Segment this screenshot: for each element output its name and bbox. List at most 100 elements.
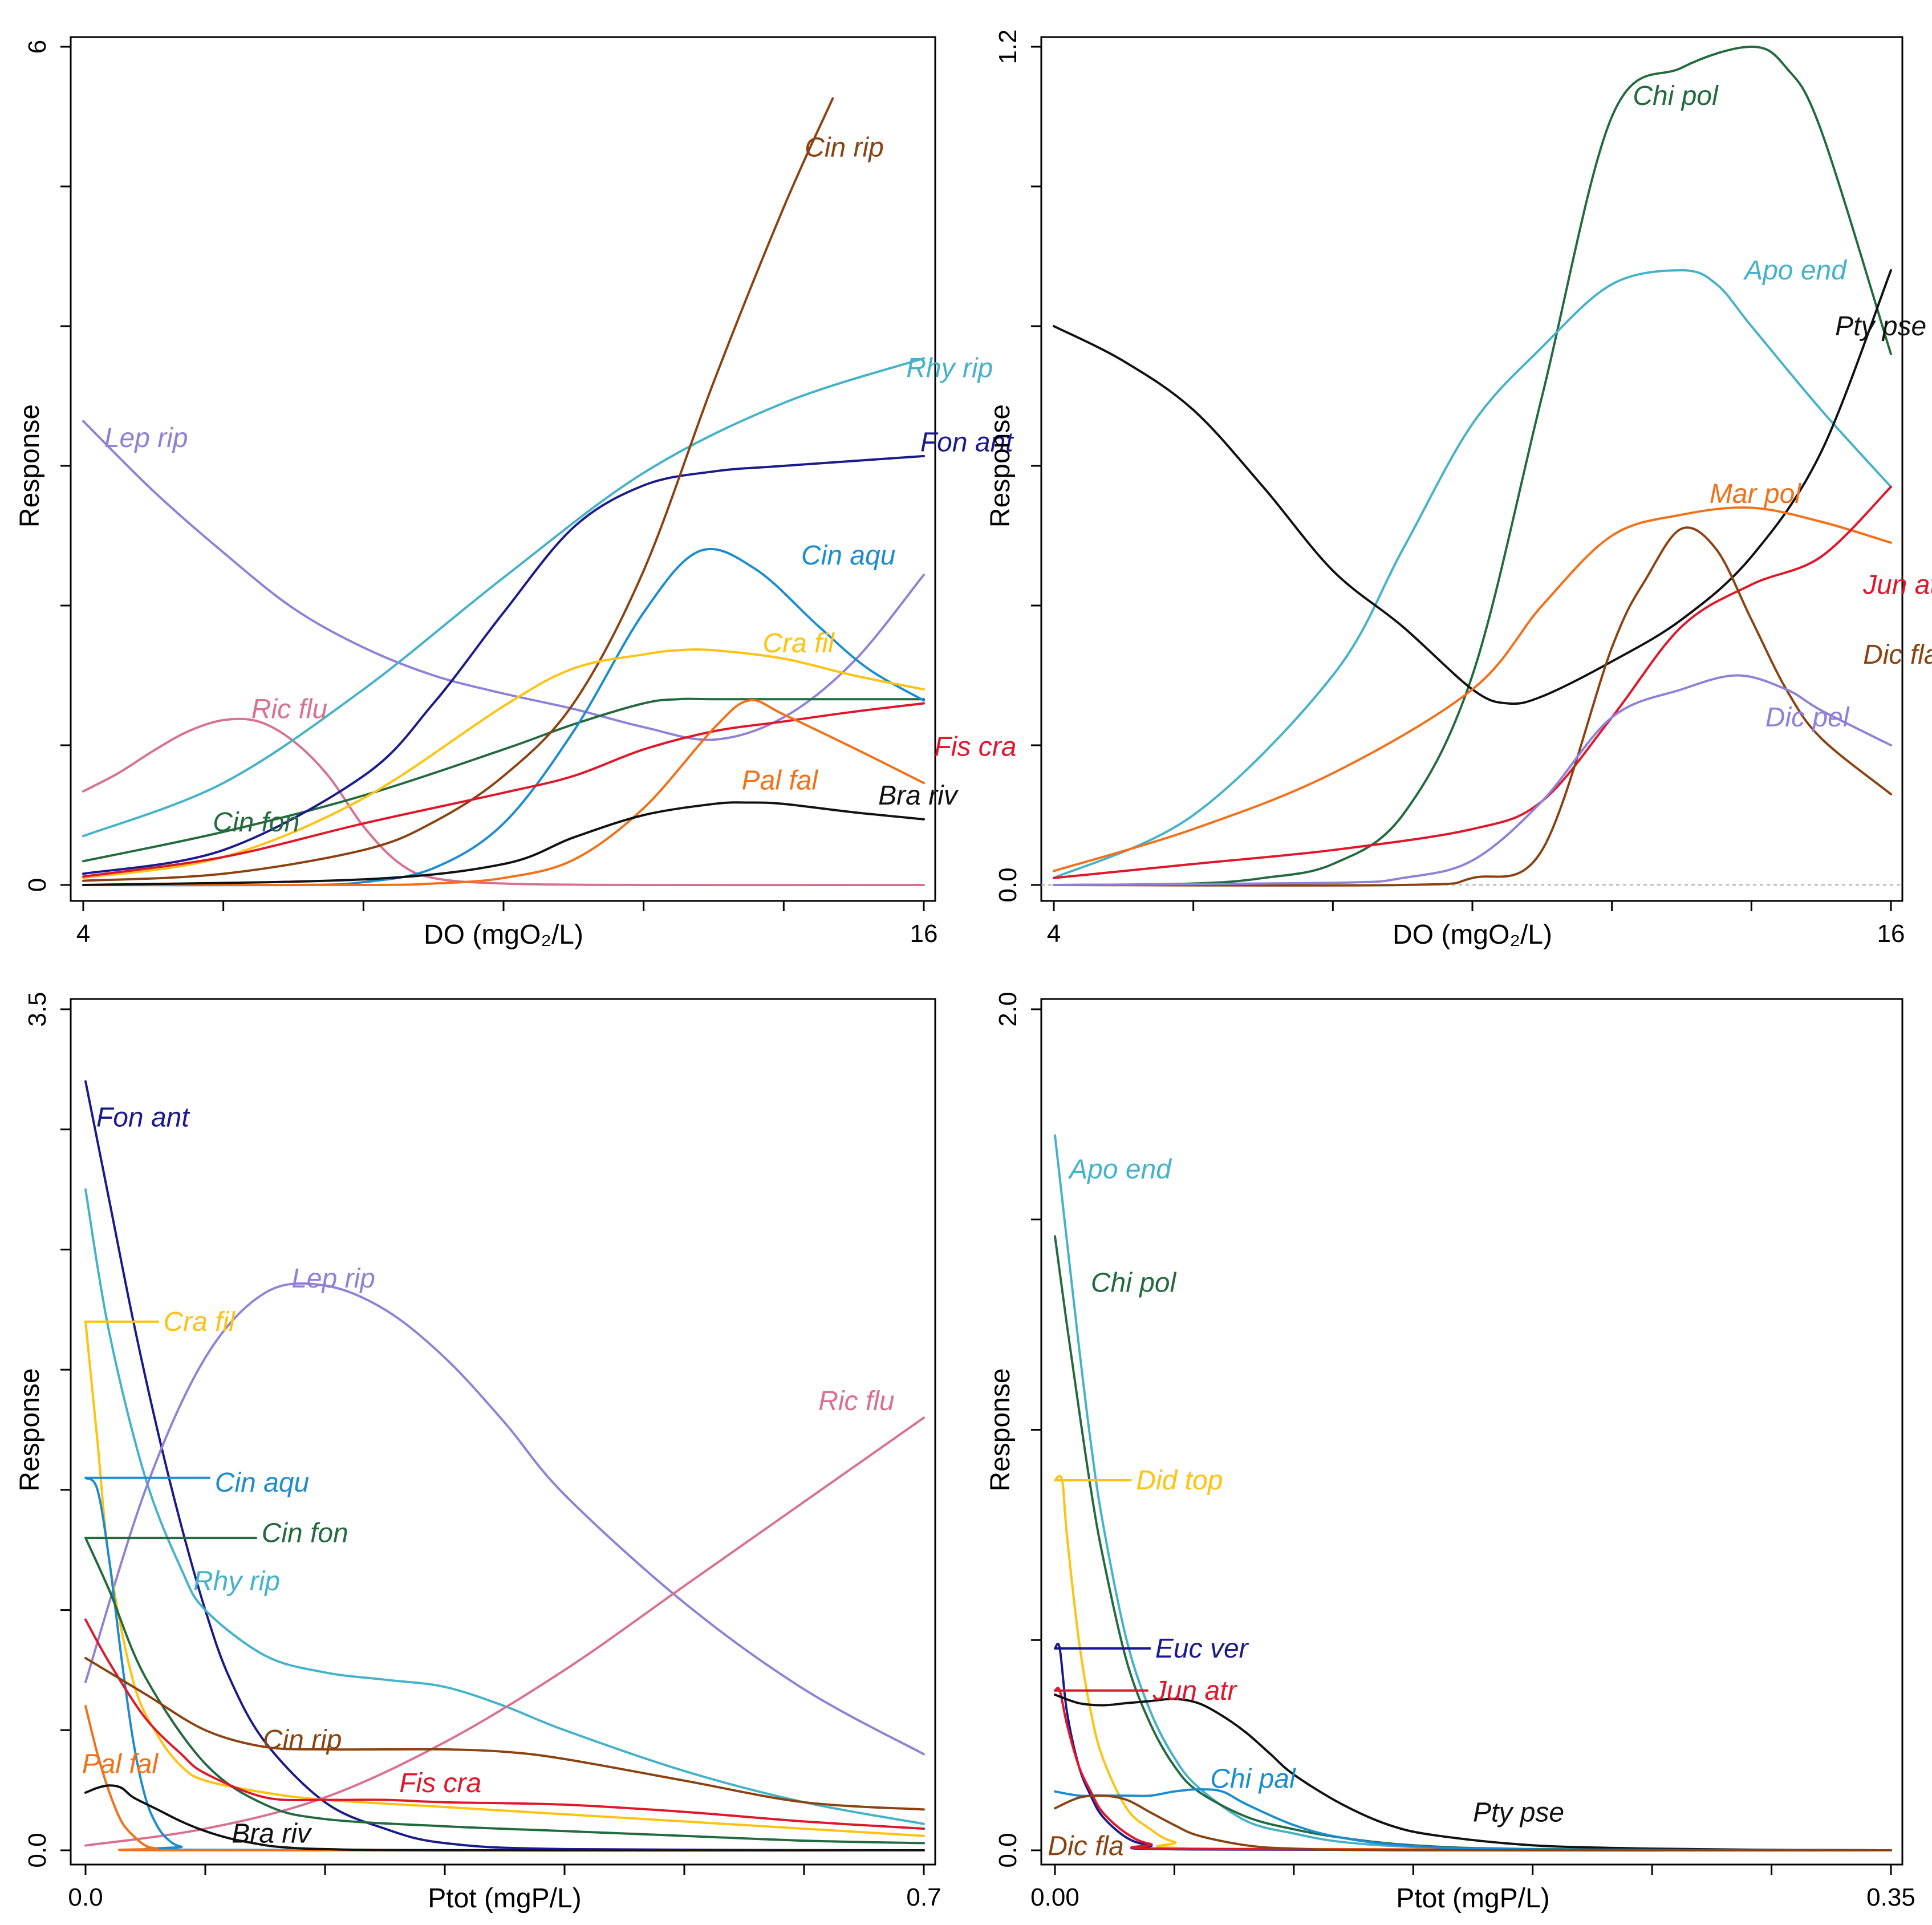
series-label-euc-ver: Euc ver	[1155, 1634, 1249, 1664]
series-label-jun-atr: Jun atr	[1862, 570, 1932, 600]
series-label-dic-pel: Dic pel	[1765, 702, 1850, 733]
series-label-fis-cra: Fis cra	[934, 732, 1016, 762]
series-group	[1053, 46, 1892, 887]
series-label-bra-riv: Bra riv	[878, 781, 959, 811]
series-line-cra-fil	[82, 648, 925, 879]
series-label-ric-flu: Ric flu	[251, 694, 327, 724]
series-line-cin-fon	[82, 697, 925, 863]
series-label-fis-cra: Fis cra	[399, 1768, 481, 1798]
series-line-ric-flu	[82, 717, 925, 887]
series-label-pal-fal: Pal fal	[742, 765, 819, 795]
series-label-cin-rip: Cin rip	[805, 132, 884, 163]
series-line-cin-fon	[84, 1537, 925, 1845]
series-label-pal-fal: Pal fal	[82, 1749, 159, 1779]
series-label-cin-aqu: Cin aqu	[215, 1468, 309, 1498]
panel-bottom-left: 0.0 0.7 0.0 3.5 Ptot (mgP/L) Response Fon ant C…	[15, 992, 941, 1914]
y-tick-label: 0.0	[994, 1833, 1022, 1867]
x-tick-label: 0.35	[1866, 1883, 1915, 1911]
series-label-cin-fon: Cin fon	[213, 807, 299, 838]
panel-bottom-right: 0.00 0.35 0.0 2.0 Ptot (mgP/L) Response Apo en…	[985, 992, 1915, 1914]
series-label-ric-flu: Ric flu	[818, 1386, 894, 1416]
x-tick-label: 0.7	[906, 1883, 941, 1911]
y-tick-label: 6	[23, 40, 51, 54]
y-tick-label: 3.5	[23, 992, 51, 1026]
series-label-mar-pol: Mar pol	[1710, 479, 1801, 509]
series-line-fis-cra	[82, 702, 925, 878]
plot-frame	[1040, 998, 1903, 1866]
series-line-ric-flu	[84, 1416, 925, 1847]
series-line-dic-pel	[1053, 674, 1892, 886]
series-line-cin-rip	[84, 1656, 925, 1811]
x-tick-label: 0.00	[1030, 1883, 1079, 1911]
series-label-chi-pol: Chi pol	[1091, 1268, 1177, 1298]
y-tick-label: 0.0	[23, 1833, 51, 1867]
plot-frame	[70, 998, 936, 1866]
series-label-cin-aqu: Cin aqu	[801, 541, 895, 571]
series-label-lep-rip: Lep rip	[291, 1264, 375, 1294]
series-line-pty-pse	[1053, 269, 1892, 705]
y-tick-label: 2.0	[994, 992, 1022, 1026]
series-group	[1054, 1134, 1892, 1852]
y-axis-title: Response	[15, 404, 45, 527]
series-line-fis-cra	[84, 1618, 925, 1830]
series-line-pal-fal	[82, 698, 925, 887]
series-label-cra-fil: Cra fil	[164, 1307, 236, 1337]
series-line-fon-ant	[84, 1080, 925, 1851]
series-line-lep-rip	[82, 420, 925, 741]
series-line-jun-atr	[1053, 485, 1892, 879]
series-line-fon-ant	[82, 454, 925, 875]
series-line-mar-pol	[1053, 506, 1892, 872]
series-label-fon-ant: Fon ant	[920, 427, 1014, 457]
y-tick-label: 1.2	[994, 29, 1022, 64]
series-label-rhy-rip: Rhy rip	[193, 1566, 280, 1597]
series-label-dic-fla: Dic fla	[1048, 1831, 1123, 1862]
series-group	[82, 97, 925, 887]
series-line-bra-riv	[82, 801, 925, 886]
x-tick-label: 4	[1047, 920, 1061, 948]
series-line-pty-pse	[1054, 1693, 1892, 1851]
series-line-apo-end	[1053, 269, 1892, 879]
series-line-rhy-rip	[84, 1188, 925, 1825]
x-axis-title: Ptot (mgP/L)	[1396, 1883, 1549, 1914]
series-label-cra-fil: Cra fil	[762, 628, 835, 659]
series-line-bra-riv	[84, 1784, 925, 1852]
series-label-pty-pse: Pty pse	[1473, 1798, 1564, 1828]
x-axis-title: Ptot (mgP/L)	[428, 1883, 581, 1914]
series-line-dic-fla	[1054, 1794, 1892, 1852]
x-tick-label: 4	[76, 920, 90, 948]
y-axis-title: Response	[15, 1368, 45, 1491]
series-line-dic-fla	[1053, 526, 1892, 887]
series-label-dic-fla: Dic fla	[1863, 640, 1932, 670]
series-label-chi-pal: Chi pal	[1210, 1764, 1296, 1794]
series-line-rhy-rip	[82, 357, 925, 838]
series-label-cin-rip: Cin rip	[263, 1725, 342, 1755]
series-label-cin-fon: Cin fon	[262, 1518, 348, 1549]
series-label-pty-pse: Pty pse	[1835, 311, 1926, 342]
series-label-rhy-rip: Rhy rip	[906, 354, 993, 384]
y-axis-title: Response	[985, 1368, 1016, 1491]
series-label-did-top: Did top	[1136, 1465, 1223, 1496]
x-tick-label: 16	[910, 920, 938, 948]
y-tick-label: 0.0	[994, 867, 1022, 902]
panel-top-right: 4 16 0.0 1.2 DO (mgO₂/L) Response Chi pol Apo e…	[985, 29, 1932, 950]
x-axis-title: DO (mgO₂/L)	[424, 920, 583, 950]
x-tick-label: 0.0	[68, 1883, 103, 1911]
series-label-jun-atr: Jun atr	[1152, 1676, 1238, 1706]
series-label-apo-end: Apo end	[1743, 255, 1847, 286]
x-tick-label: 16	[1877, 920, 1905, 948]
series-label-bra-riv: Bra riv	[232, 1819, 312, 1849]
series-label-fon-ant: Fon ant	[96, 1103, 190, 1133]
y-axis-title: Response	[985, 404, 1016, 527]
series-label-apo-end: Apo end	[1068, 1154, 1172, 1184]
y-tick-label: 0	[23, 878, 51, 892]
series-line-lep-rip	[84, 1282, 925, 1756]
x-axis-title: DO (mgO₂/L)	[1393, 920, 1552, 950]
series-label-chi-pol: Chi pol	[1633, 81, 1719, 111]
series-line-chi-pol	[1053, 46, 1892, 886]
panel-top-left: 4 16 0 6 DO (mgO₂/L) Response Lep rip Ric flu Ci…	[15, 36, 1016, 950]
series-line-cin-rip	[82, 97, 834, 882]
series-label-lep-rip: Lep rip	[104, 423, 188, 453]
